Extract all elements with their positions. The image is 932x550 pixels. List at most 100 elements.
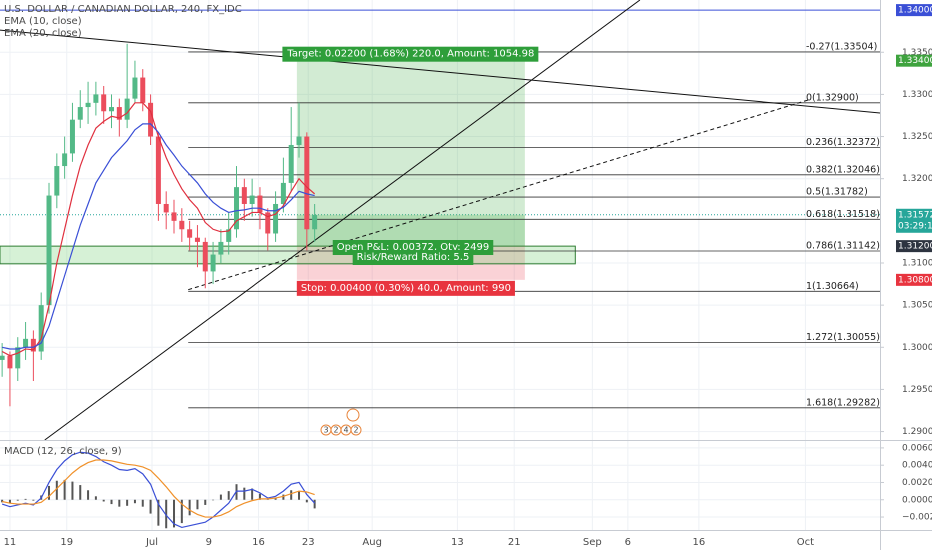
x-tick-label: 21 [508,537,521,548]
fib-label: 0(1.32900) [806,92,859,103]
candle-body [148,102,154,137]
price-label-box [896,273,932,286]
price-label-box [896,4,932,17]
event-count: 2 [353,426,358,435]
axes: 1119Jul91623Aug1321Sep616Oct1.335001.330… [4,4,932,548]
macd-histogram-bar [141,499,144,507]
candle-body [163,203,169,213]
macd-histogram-bar [282,494,285,500]
macd-histogram-bar [243,487,246,500]
macd-histogram-bar [290,490,293,500]
candle-body [54,166,60,196]
candle-body [296,136,302,145]
y-tick-label: 1.30000 [902,343,932,353]
macd-histogram-bar [196,499,199,510]
countdown: 03:29:13 [898,221,932,231]
macd-histogram-bar [227,491,230,500]
macd-histogram-bar [305,499,308,503]
y-tick-label: 0.0060 [902,443,932,453]
event-count: 4 [343,426,348,435]
candle-body [124,98,130,120]
macd-histogram-bar [149,499,152,514]
macd-histogram-bar [1,499,4,503]
x-tick-label: Sep [583,537,602,548]
candle-body [109,107,115,112]
event-count: 2 [333,426,338,435]
fib-label: -0.27(1.33504) [806,41,877,52]
candle-body [202,241,208,272]
macd-histogram-bar [63,479,66,500]
macd-histogram-bar [165,499,168,529]
macd-histogram-bar [79,485,82,500]
x-tick-label: 16 [693,537,706,548]
price-label-box [896,240,932,253]
candle-body [210,254,216,272]
position-label: Stop: 0.00400 (0.30%) 40.0, Amount: 990 [301,283,511,294]
y-tick-label: 0.0040 [902,461,932,471]
trendline [0,29,880,114]
y-tick-label: 0.0020 [902,478,932,488]
macd-histogram-bar [180,499,183,524]
candle-body [179,220,185,230]
indicator-label: EMA (20, close) [4,28,82,39]
macd-histogram-bar [71,481,74,500]
macd-histogram-bar [133,499,136,504]
candle-body [265,212,271,234]
macd-histogram-bar [258,493,261,500]
macd-histogram-bar [219,494,222,500]
symbol-title: U.S. DOLLAR / CANADIAN DOLLAR, 240, FX_I… [4,4,242,15]
candle-body [132,77,138,99]
candle-body [85,102,91,108]
fib-label: 0.236(1.32372) [806,137,880,148]
macd-histogram-bar [274,498,277,500]
x-tick-label: 23 [302,537,315,548]
y-tick-label: 1.32000 [902,174,932,184]
position-label: Risk/Reward Ratio: 5.5 [357,252,470,263]
macd-histogram-bar [313,499,316,509]
candle-body [280,182,286,204]
price-label-box [896,208,932,233]
macd-histogram-bar [87,490,90,500]
price-label: 1.30800 [898,275,932,285]
price-label: 1.31572 [898,210,932,220]
candle-body [155,136,161,204]
y-tick-label: 1.29500 [902,385,932,395]
macd-histogram-bar [8,499,11,504]
event-flag [346,408,360,422]
event-icon [350,424,362,436]
macd-histogram-bar [32,499,35,501]
y-tick-label: 1.31000 [902,258,932,268]
macd-histogram-bar [24,498,27,500]
macd-histogram-bar [298,491,301,500]
macd-histogram-bar [157,499,160,526]
target-area [296,60,525,247]
macd-histogram-bar [55,480,58,500]
candle-body [7,355,13,369]
candle-body [249,195,255,204]
x-tick-label: 19 [60,537,73,548]
macd-histogram-bar [173,499,176,528]
macd-histogram-bar [16,499,19,501]
candle-body [140,77,146,103]
candle-body [218,241,224,255]
x-tick-label: 9 [206,537,212,548]
label-box [352,250,474,265]
candle-body [69,119,75,154]
y-tick-label: 0.0000 [902,495,932,505]
fib-label: 1.618(1.29282) [806,397,880,408]
candle-body [171,212,177,221]
label-box [296,280,515,296]
ema-line [2,123,315,350]
candle-body [15,347,21,369]
y-tick-label: 1.33000 [902,90,932,100]
x-tick-label: 6 [625,537,631,548]
fib-label: 0.382(1.32046) [806,164,880,175]
macd-histogram-bar [212,499,215,501]
candle-body [77,107,83,120]
event-count: 3 [323,426,328,435]
candle-body [38,305,44,352]
macd-histogram-bar [110,499,113,505]
fib-label: 0.786(1.31142) [806,241,880,252]
candle-body [23,338,29,348]
